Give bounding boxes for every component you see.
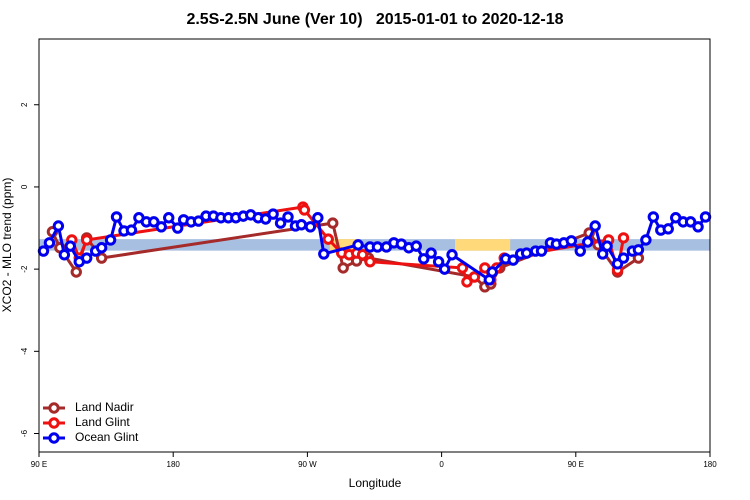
data-point xyxy=(647,211,660,223)
y-tick-label: -6 xyxy=(20,429,29,437)
data-point xyxy=(425,247,437,259)
legend-swatch xyxy=(48,432,60,444)
data-point xyxy=(601,240,613,252)
plot-frame xyxy=(38,38,711,453)
x-tick-label: 90 W xyxy=(298,460,317,469)
data-point xyxy=(456,262,469,274)
data-point xyxy=(596,248,609,260)
data-point xyxy=(259,213,272,225)
data-point xyxy=(535,245,548,257)
data-point xyxy=(322,233,334,245)
data-point xyxy=(58,249,71,261)
data-point xyxy=(520,247,533,259)
data-point xyxy=(304,221,317,233)
highlight-region xyxy=(329,239,360,251)
data-point xyxy=(582,236,594,248)
data-point xyxy=(356,249,369,261)
data-point xyxy=(574,245,586,257)
x-axis-label: Longitude xyxy=(349,476,402,490)
data-point xyxy=(95,242,108,254)
x-tick-label: 180 xyxy=(167,460,181,469)
highlight-region xyxy=(455,239,511,251)
data-point xyxy=(110,211,123,223)
data-point xyxy=(617,252,630,264)
data-point xyxy=(327,217,339,229)
data-point xyxy=(64,240,77,252)
data-point xyxy=(163,212,175,224)
data-point xyxy=(337,262,349,274)
x-tick-label: 90 E xyxy=(31,460,47,469)
data-point xyxy=(70,266,82,278)
data-point xyxy=(295,219,308,231)
y-tick-label: 0 xyxy=(20,184,29,189)
chart-title: 2.5S-2.5N June (Ver 10) 2015-01-01 to 20… xyxy=(186,11,563,28)
y-axis-label: XCO2 - MLO trend (ppm) xyxy=(0,178,14,313)
data-point xyxy=(81,234,93,246)
legend-label: Land Glint xyxy=(75,415,130,429)
data-point xyxy=(274,217,287,229)
data-point xyxy=(418,253,430,265)
data-point xyxy=(298,204,311,216)
y-tick-label: -4 xyxy=(20,347,29,355)
data-point xyxy=(318,248,330,260)
data-point xyxy=(692,221,704,233)
y-tick-label: -2 xyxy=(20,265,29,273)
data-point xyxy=(486,266,498,278)
data-point xyxy=(267,208,279,220)
legend-label: Ocean Glint xyxy=(75,430,139,444)
legend-swatch xyxy=(48,402,60,414)
data-point xyxy=(662,223,674,235)
data-point xyxy=(461,276,473,288)
data-point xyxy=(81,252,93,264)
data-point xyxy=(282,211,294,223)
data-point xyxy=(565,235,578,247)
x-tick-label: 180 xyxy=(703,460,717,469)
data-point xyxy=(640,234,652,246)
data-point xyxy=(632,244,645,256)
data-point xyxy=(148,216,160,228)
data-point xyxy=(468,271,481,283)
data-point xyxy=(125,224,138,236)
x-tick-label: 90 E xyxy=(568,460,584,469)
data-point xyxy=(410,240,422,252)
data-point xyxy=(589,220,601,232)
legend-label: Land Nadir xyxy=(75,400,134,414)
data-point xyxy=(699,211,712,223)
data-point xyxy=(617,232,630,244)
data-point xyxy=(371,241,384,253)
data-point xyxy=(192,215,205,227)
data-point xyxy=(155,221,167,233)
data-point xyxy=(364,256,376,268)
data-point xyxy=(446,249,458,261)
data-point xyxy=(171,222,184,234)
data-point xyxy=(37,245,50,257)
data-point xyxy=(95,252,108,264)
data-point xyxy=(52,220,65,232)
data-point xyxy=(43,237,56,249)
data-point xyxy=(684,216,697,228)
data-point xyxy=(352,239,364,251)
data-point xyxy=(507,254,519,266)
data-point xyxy=(312,212,324,224)
data-point xyxy=(432,256,445,268)
data-point xyxy=(438,263,451,275)
data-point xyxy=(104,234,117,246)
x-tick-label: 0 xyxy=(439,460,444,469)
legend-swatch xyxy=(48,417,60,429)
y-tick-label: 2 xyxy=(20,102,29,107)
